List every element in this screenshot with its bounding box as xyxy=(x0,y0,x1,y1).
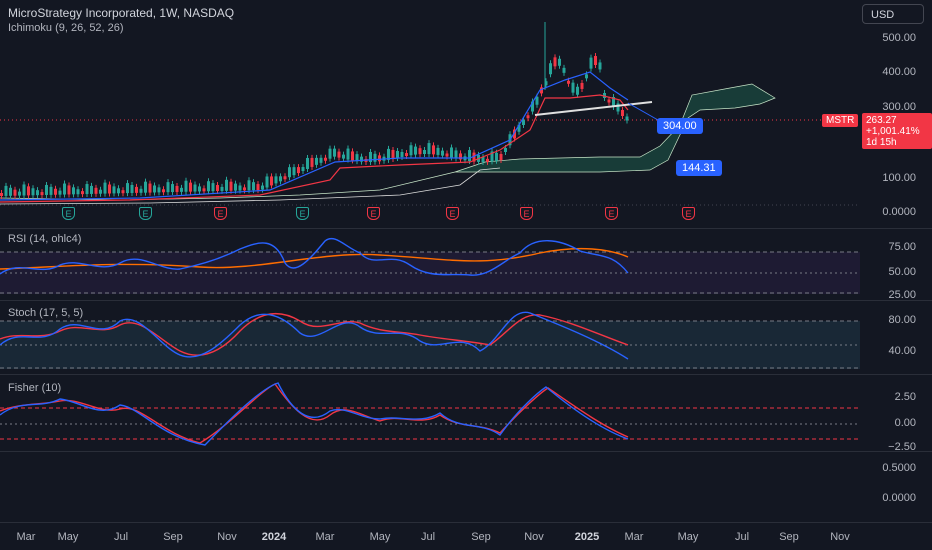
price-pane[interactable]: MicroStrategy Incorporated, 1W, NASDAQ I… xyxy=(0,0,932,228)
symbol-title: MicroStrategy Incorporated, 1W, NASDAQ xyxy=(8,6,235,20)
time-label: Mar xyxy=(16,531,36,543)
earnings-event-icon[interactable]: E xyxy=(520,207,533,220)
lower-tick: 0.0000 xyxy=(882,492,916,504)
stoch-tick: 80.00 xyxy=(888,314,916,326)
fisher-pane[interactable]: Fisher (10) 2.50 0.00 −2.50 xyxy=(0,375,932,453)
time-label: Jul xyxy=(734,531,750,543)
earnings-event-icon[interactable]: E xyxy=(446,207,459,220)
time-label: May xyxy=(677,531,699,543)
lower-tick: 0.5000 xyxy=(882,462,916,474)
rsi-tick: 25.00 xyxy=(888,289,916,301)
time-label: Nov xyxy=(217,531,237,543)
price-tick: 0.0000 xyxy=(882,206,916,218)
symbol-tag: MSTR xyxy=(822,114,859,127)
current-change: +1,001.41% xyxy=(866,126,920,137)
currency-button[interactable]: USD xyxy=(862,4,924,24)
price-tick: 400.00 xyxy=(882,66,916,78)
time-label: Sep xyxy=(471,531,491,543)
time-label: Jul xyxy=(420,531,436,543)
earnings-event-icon[interactable]: E xyxy=(682,207,695,220)
fisher-tick: 2.50 xyxy=(894,391,916,403)
time-label: 2025 xyxy=(574,531,600,543)
time-label: May xyxy=(57,531,79,543)
rsi-tick: 75.00 xyxy=(888,241,916,253)
earnings-event-icon[interactable]: E xyxy=(605,207,618,220)
earnings-event-icon[interactable]: E xyxy=(367,207,380,220)
time-label: Nov xyxy=(830,531,850,543)
stoch-tick: 40.00 xyxy=(888,345,916,357)
time-label: Sep xyxy=(163,531,183,543)
rsi-chart xyxy=(0,237,860,294)
earnings-event-icon[interactable]: E xyxy=(139,207,152,220)
current-countdown: 1d 15h xyxy=(866,137,897,148)
price-tick: 100.00 xyxy=(882,172,916,184)
time-label: Mar xyxy=(624,531,644,543)
price-tick: 500.00 xyxy=(882,32,916,44)
price-chart[interactable] xyxy=(0,0,932,228)
time-label: May xyxy=(369,531,391,543)
current-price: 263.27 xyxy=(866,115,897,126)
earnings-event-icon[interactable]: E xyxy=(296,207,309,220)
fisher-tick: 0.00 xyxy=(894,417,916,429)
ichimoku-legend[interactable]: Ichimoku (9, 26, 52, 26) xyxy=(8,22,124,34)
level-tag-304[interactable]: 304.00 xyxy=(657,118,703,134)
time-label: Nov xyxy=(524,531,544,543)
stoch-legend[interactable]: Stoch (17, 5, 5) xyxy=(8,307,84,319)
time-label: Sep xyxy=(779,531,799,543)
fisher-tick: −2.50 xyxy=(888,441,916,453)
level-tag-144[interactable]: 144.31 xyxy=(676,160,722,176)
fisher-chart xyxy=(0,382,860,446)
time-label: Jul xyxy=(113,531,129,543)
stoch-pane[interactable]: Stoch (17, 5, 5) 80.00 40.00 xyxy=(0,301,932,373)
rsi-pane[interactable]: RSI (14, ohlc4) 75.00 50.00 25.00 xyxy=(0,229,932,301)
lower-pane[interactable]: 0.5000 0.0000 xyxy=(0,452,932,522)
time-label: Mar xyxy=(315,531,335,543)
fisher-legend[interactable]: Fisher (10) xyxy=(8,382,62,394)
rsi-legend[interactable]: RSI (14, ohlc4) xyxy=(8,233,82,245)
earnings-event-icon[interactable]: E xyxy=(62,207,75,220)
rsi-tick: 50.00 xyxy=(888,266,916,278)
current-price-tag: 263.27 +1,001.41% 1d 15h xyxy=(862,113,932,149)
time-label: 2024 xyxy=(261,531,287,543)
price-tick: 300.00 xyxy=(882,101,916,113)
stoch-chart xyxy=(0,311,860,369)
earnings-event-icon[interactable]: E xyxy=(214,207,227,220)
